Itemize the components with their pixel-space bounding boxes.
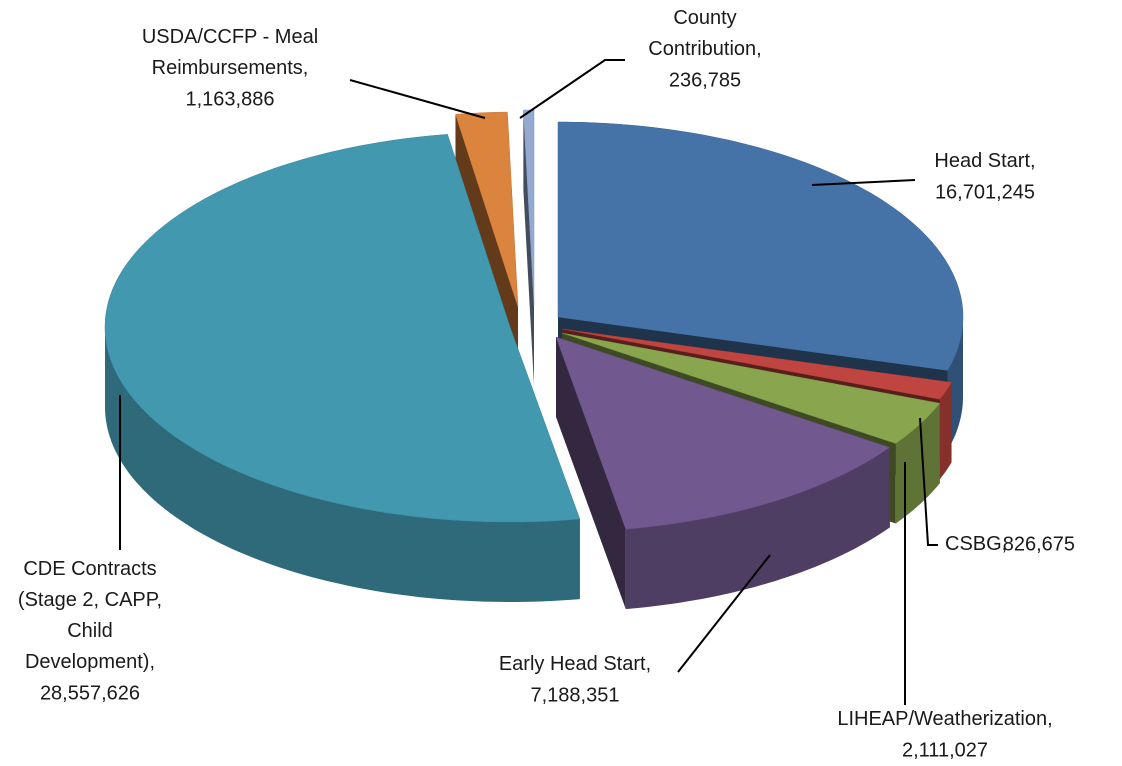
slice bbox=[555, 336, 891, 610]
data-label-name: CSBG, bbox=[945, 533, 1007, 555]
data-label-value: 2,111,027 bbox=[902, 739, 988, 761]
slice-wall bbox=[895, 403, 940, 524]
data-label-value: 1,163,886 bbox=[186, 88, 275, 110]
leader-line bbox=[677, 554, 771, 673]
data-label-value: 826,675 bbox=[1003, 533, 1075, 555]
leader-line bbox=[519, 59, 625, 119]
slice bbox=[523, 109, 535, 385]
slice-top bbox=[523, 109, 535, 306]
slice-top bbox=[557, 121, 964, 371]
slice bbox=[104, 134, 581, 602]
slice-wall bbox=[105, 327, 580, 602]
data-label-value: 28,557,626 bbox=[40, 682, 140, 704]
leader-line bbox=[811, 179, 916, 186]
slice-wall bbox=[625, 447, 890, 610]
data-label-name: LIHEAP/Weatherization, bbox=[837, 708, 1052, 730]
slice-top bbox=[104, 134, 581, 523]
data-label-value: 16,701,245 bbox=[935, 181, 1035, 203]
data-label-name: Early Head Start, bbox=[499, 653, 651, 675]
slice-side bbox=[523, 110, 534, 385]
data-label-value: 236,785 bbox=[669, 69, 741, 91]
slice-top bbox=[555, 336, 891, 530]
slice-side bbox=[556, 337, 626, 610]
data-label-name: Head Start, bbox=[934, 150, 1035, 172]
data-label-name: USDA/CCFP - Meal Reimbursements, bbox=[142, 26, 318, 79]
leader-line bbox=[919, 417, 938, 546]
leader-line bbox=[349, 79, 486, 119]
data-label-name: CDE Contracts (Stage 2, CAPP, Child Develop… bbox=[18, 558, 162, 673]
data-label-name: County Contribution, bbox=[648, 7, 761, 60]
slice-top bbox=[561, 328, 952, 400]
slice-top bbox=[455, 111, 519, 308]
slice-wall bbox=[939, 382, 952, 480]
data-label-value: 7,188,351 bbox=[531, 684, 620, 706]
